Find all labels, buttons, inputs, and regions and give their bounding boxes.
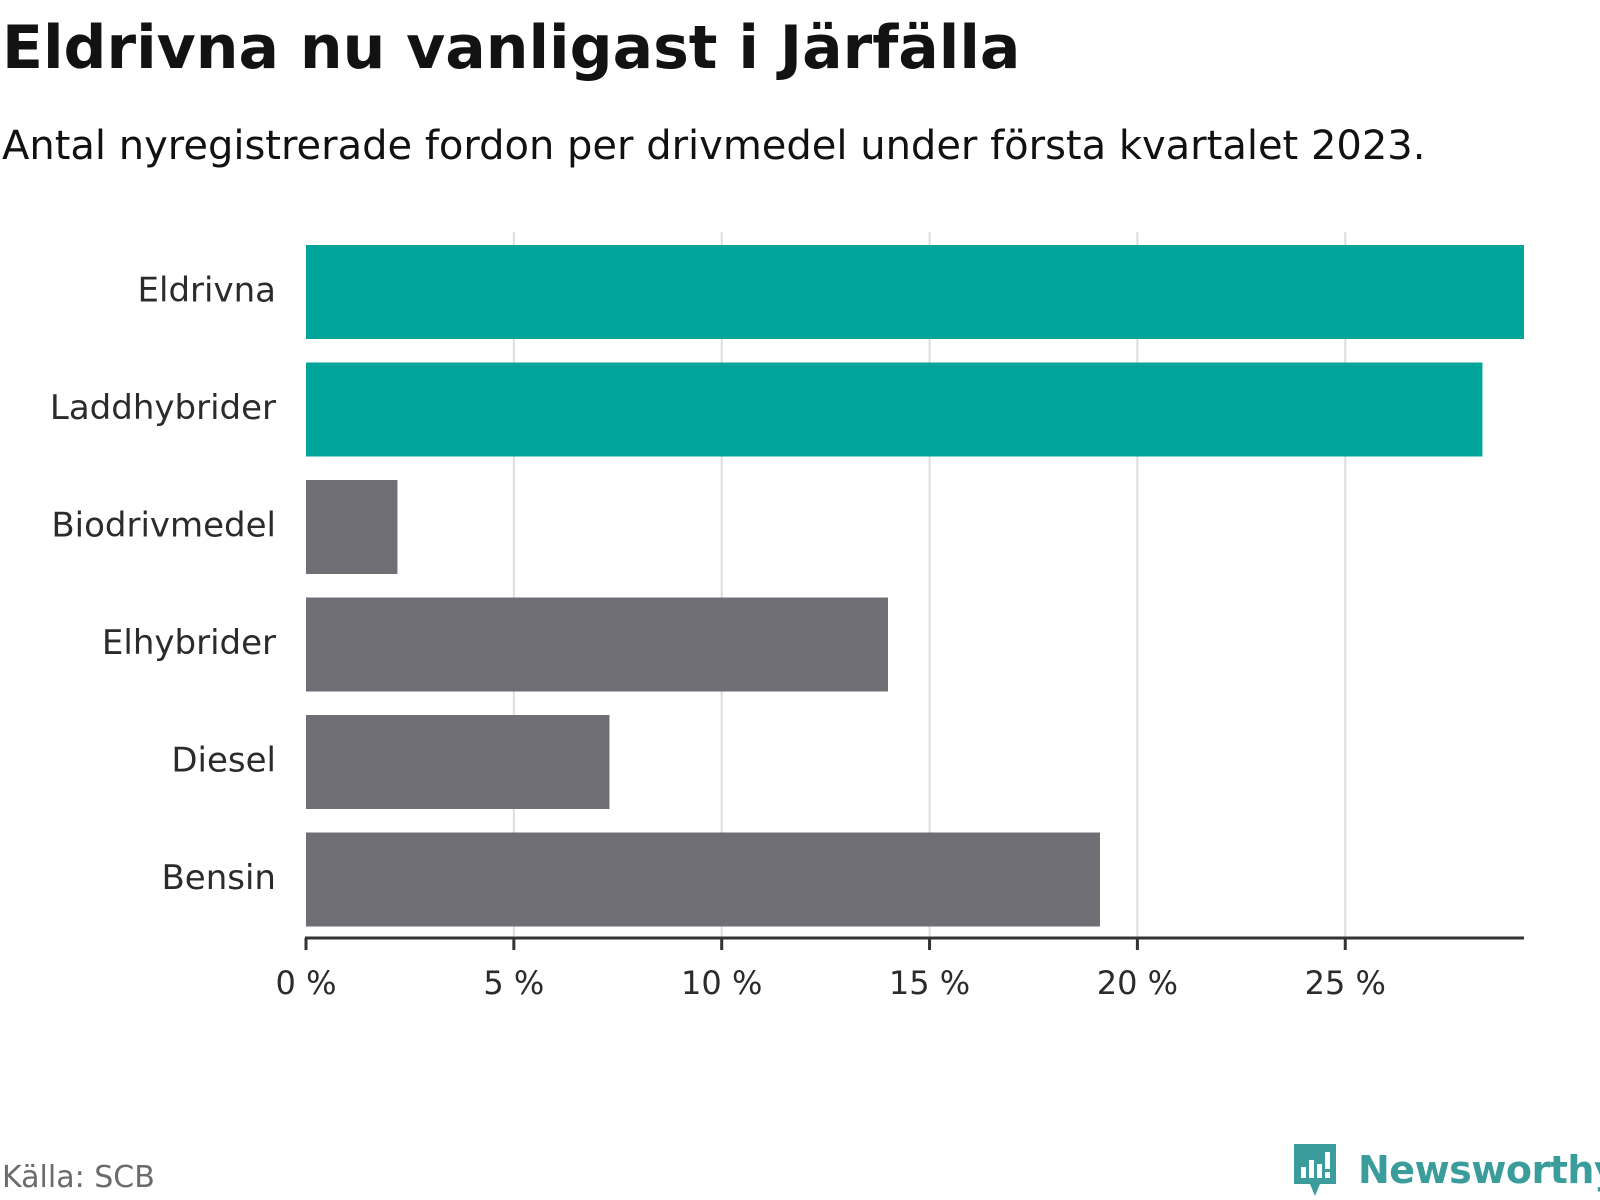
x-tick-label: 20 %: [1097, 964, 1178, 1002]
bar-chart: 0 % 5 % 10 % 15 % 20 % 25 % Eldrivna Laddhybri…: [50, 232, 1524, 1002]
x-tick-label: 0 %: [276, 964, 337, 1002]
x-axis: 0 % 5 % 10 % 15 % 20 % 25 %: [276, 936, 1524, 1002]
chart-title: Eldrivna nu vanligast i Järfälla: [2, 13, 1021, 83]
bar: [306, 597, 888, 692]
category-label: Bensin: [161, 858, 276, 898]
source-note: Källa: SCB: [2, 1160, 155, 1195]
brand: Newsworthy: [1290, 1140, 1600, 1200]
category-label: Diesel: [171, 741, 276, 781]
x-tick-label: 10 %: [681, 964, 762, 1002]
chart-subtitle: Antal nyregistrerade fordon per drivmede…: [2, 123, 1426, 169]
category-labels: Eldrivna Laddhybrider Biodrivmedel Elhybrid…: [50, 271, 276, 899]
category-label: Biodrivmedel: [51, 506, 276, 546]
bar: [306, 480, 398, 574]
category-label: Laddhybrider: [50, 388, 276, 428]
bar: [306, 715, 610, 809]
category-label: Eldrivna: [138, 271, 276, 311]
x-tick-label: 25 %: [1305, 964, 1386, 1002]
brand-name: Newsworthy: [1358, 1148, 1600, 1192]
grid-lines: [512, 232, 1347, 938]
bar: [306, 362, 1483, 457]
bar-chart-speech-bubble-icon: [1294, 1144, 1336, 1196]
bars: [306, 245, 1524, 927]
bar: [306, 245, 1524, 339]
category-label: Elhybrider: [102, 623, 276, 663]
x-tick-label: 5 %: [483, 964, 544, 1002]
bar: [306, 832, 1100, 927]
x-tick-label: 15 %: [889, 964, 970, 1002]
